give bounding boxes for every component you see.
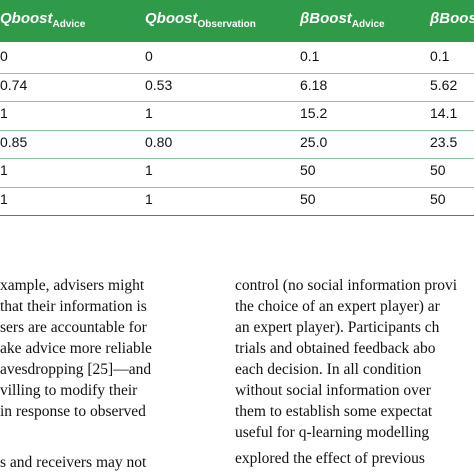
table-cell: 14.1 [430,105,458,121]
header-sub: Observation [197,19,256,30]
header-main: Qboost [145,10,198,27]
header-sub: Advice [351,19,385,30]
header-sub: Advice [52,19,86,30]
header-cell: βBoost [430,10,474,27]
table-cell: 1 [145,162,153,178]
table-cell: 5.62 [430,76,458,93]
body-text-line: an expert player). Participants ch [235,319,440,336]
body-text-line: each decision. In all condition [235,361,422,378]
table-bottom-rule [0,215,474,216]
body-text-line: without social information over [235,382,431,399]
header-cell: QboostObservation [145,10,256,30]
row-divider [0,101,474,102]
table-cell: 0.74 [0,76,28,93]
table-cell: 1 [0,190,8,207]
body-text-line: that their information is [0,298,147,315]
table-cell: 50 [300,162,316,178]
body-text-line: them to establish some expectat [235,403,433,420]
table-cell: 0 [0,48,8,64]
table-cell: 1 [145,190,153,207]
body-text-line: trials and obtained feedback abo [235,340,436,357]
table-cell: 50 [430,190,446,207]
table-cell: 50 [430,162,446,178]
row-divider [0,72,474,74]
table-cell: 0.80 [145,133,173,150]
body-text-line: useful for q-learning modelling [235,424,430,441]
body-text-line: avesdropping [25]—and [0,361,152,378]
body-text-line: xample, advisers might [0,277,145,294]
body-text-line: in response to observed [0,403,146,420]
table-header-band [0,0,474,42]
table-cell: 1 [145,105,153,121]
table-cell: 1 [0,105,8,121]
table-cell: 0.53 [145,76,173,93]
table-cell: 0.1 [430,48,450,64]
table-cell: 1 [0,162,8,178]
header-cell: βBoostAdvice [300,10,385,30]
header-cell: QboostAdvice [0,10,85,30]
table-cell: 15.2 [300,105,328,121]
table-cell: 0 [145,48,153,64]
header-main: βBoost [300,10,352,27]
body-text-line: villing to modify their [0,382,138,399]
table-cell: 23.5 [430,133,458,150]
row-divider [0,158,474,159]
body-text-line: control (no social information provi [235,277,458,294]
header-main: βBoost [430,10,474,27]
row-divider [0,129,474,131]
header-main: Qboost [0,10,53,27]
table-cell: 50 [300,190,316,207]
body-text-line: sers are accountable for [0,319,147,336]
body-text-line: explored the effect of previous [235,450,425,467]
body-text-line: s and receivers may not [0,454,147,471]
body-text-line: the choice of an expert player) ar [235,298,440,315]
table-cell: 0.85 [0,133,28,150]
body-text-line: ake advice more reliable [0,340,152,357]
table-cell: 0.1 [300,48,320,64]
table-cell: 6.18 [300,76,328,93]
table-cell: 25.0 [300,133,328,150]
row-divider [0,186,474,188]
